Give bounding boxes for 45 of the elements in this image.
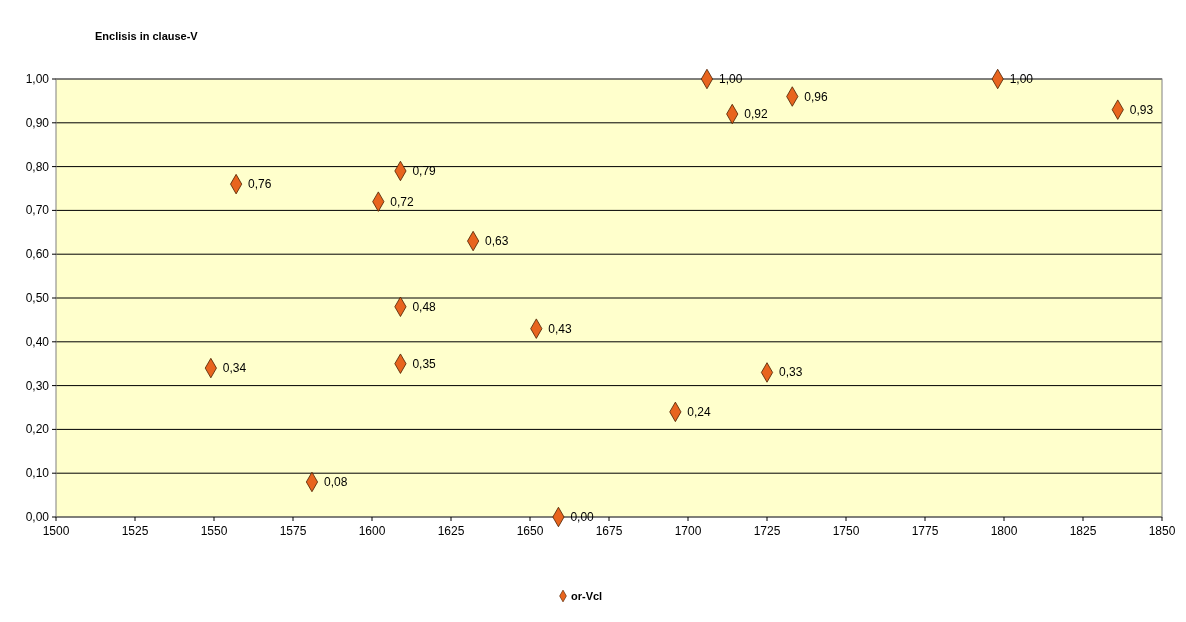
y-tick-label: 0,90 [25, 115, 50, 130]
y-tick-label: 0,40 [25, 334, 50, 349]
data-label: 0,24 [687, 404, 712, 419]
data-label: 0,33 [779, 365, 803, 380]
data-label: 1,00 [718, 72, 743, 86]
chart-title: Enclisis in clause-V [95, 30, 199, 42]
x-tick-label: 1575 [279, 524, 307, 538]
data-label: 0,34 [222, 361, 247, 376]
data-label: 0,79 [412, 163, 437, 178]
x-tick-label: 1700 [674, 524, 702, 538]
x-tick-label: 1525 [121, 524, 149, 538]
data-label: 0,96 [804, 89, 828, 104]
data-label: 0,76 [248, 177, 272, 192]
data-label: 0,08 [323, 474, 348, 489]
y-tick-label: 0,10 [25, 466, 50, 481]
x-tick-label: 1775 [911, 524, 939, 538]
x-tick-label: 1800 [990, 524, 1018, 538]
x-tick-label: 1600 [358, 524, 386, 538]
x-tick-label: 1650 [516, 524, 544, 538]
data-label: 0,72 [390, 194, 414, 209]
y-tick-label: 0,30 [25, 378, 50, 393]
x-tick-label: 1625 [437, 524, 465, 538]
data-label: 0,00 [570, 510, 595, 524]
x-tick-label: 1825 [1069, 524, 1097, 538]
x-tick-label: 1850 [1148, 524, 1176, 538]
data-label: 0,35 [412, 356, 437, 371]
y-tick-label: 0,80 [25, 159, 50, 174]
data-label: 1,00 [1009, 72, 1034, 86]
x-tick-label: 1750 [832, 524, 860, 538]
data-label: 0,48 [412, 299, 437, 314]
legend-label: or-Vcl [571, 590, 603, 602]
x-tick-label: 1500 [42, 524, 70, 538]
y-tick-label: 0,20 [25, 422, 50, 437]
y-tick-label: 1,00 [25, 72, 50, 86]
y-tick-label: 0,60 [25, 247, 50, 262]
data-label: 0,43 [548, 321, 572, 336]
data-label: 0,93 [1129, 102, 1154, 117]
x-tick-label: 1725 [753, 524, 781, 538]
y-tick-label: 0,50 [25, 291, 50, 305]
x-tick-label: 1550 [200, 524, 228, 538]
data-label: 0,92 [744, 107, 768, 122]
y-tick-label: 0,70 [25, 203, 50, 218]
x-tick-label: 1675 [595, 524, 623, 538]
data-label: 0,63 [485, 234, 509, 249]
y-tick-label: 0,00 [25, 510, 50, 524]
